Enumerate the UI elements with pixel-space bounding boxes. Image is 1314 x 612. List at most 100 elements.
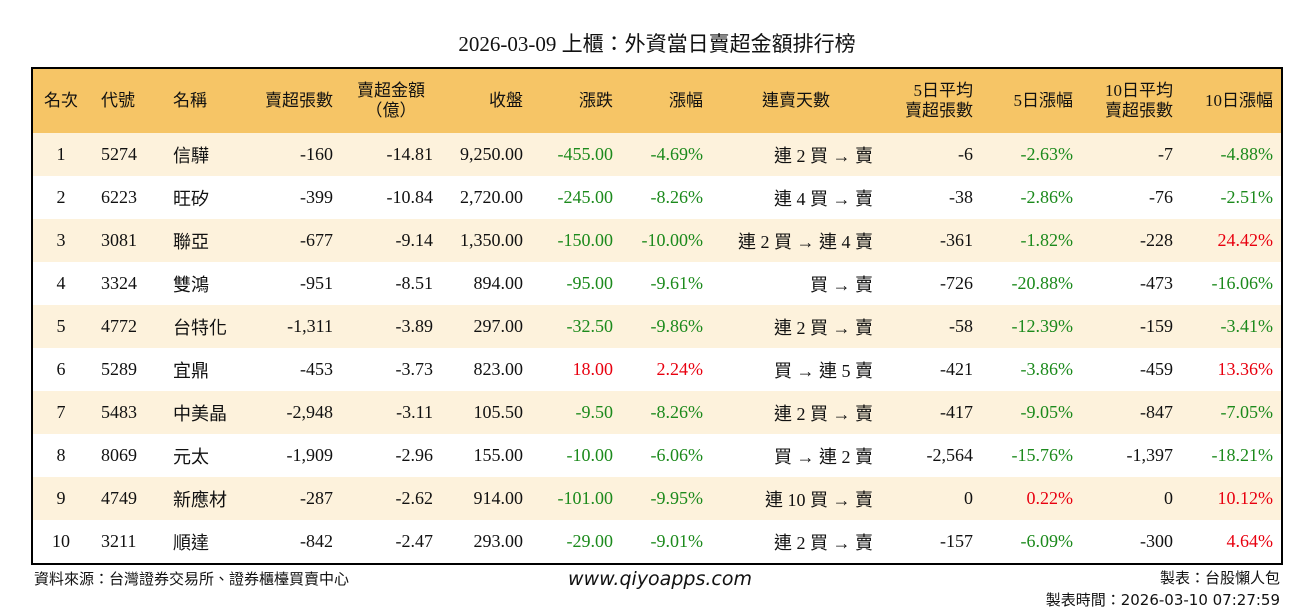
table-cell: 9 bbox=[32, 477, 89, 520]
table-cell: -1,397 bbox=[1126, 445, 1174, 465]
table-cell: -417 bbox=[881, 391, 981, 434]
table-cell: 連 2 買 → 連 4 賣 bbox=[711, 219, 881, 262]
table-cell: 聯亞 bbox=[161, 219, 241, 262]
table-cell: -9.01% bbox=[650, 531, 704, 551]
table-cell: -421 bbox=[940, 359, 973, 379]
table-cell: -1,909 bbox=[286, 445, 334, 465]
table-cell: -3.86% bbox=[1020, 359, 1074, 379]
table-cell: -15.76% bbox=[1011, 445, 1074, 465]
header-cell: 收盤 bbox=[441, 68, 531, 133]
table-cell: 新應材 bbox=[161, 477, 241, 520]
table-cell: 買 → 連 2 賣 bbox=[774, 446, 873, 467]
header-cell: 漲幅 bbox=[621, 68, 711, 133]
table-cell: -300 bbox=[1140, 531, 1173, 551]
table-cell: -16.06% bbox=[1211, 273, 1274, 293]
table-cell: 9,250.00 bbox=[441, 133, 531, 176]
table-cell: -455.00 bbox=[531, 133, 621, 176]
table-cell: -3.73 bbox=[395, 359, 434, 379]
header-cell: 10日平均 賣超張數 bbox=[1081, 68, 1181, 133]
table-cell: -160 bbox=[241, 133, 341, 176]
table-cell: -6.06% bbox=[650, 445, 704, 465]
table-cell: -4.69% bbox=[621, 133, 711, 176]
header-cell: 名次 bbox=[32, 68, 89, 133]
table-cell: -95.00 bbox=[566, 273, 614, 293]
table-cell: 4749 bbox=[89, 477, 161, 520]
table-cell: -8.26% bbox=[650, 187, 704, 207]
table-cell: -6 bbox=[881, 133, 981, 176]
table-cell: -473 bbox=[1140, 273, 1173, 293]
table-cell: -9.05% bbox=[981, 391, 1081, 434]
table-cell: -951 bbox=[300, 273, 333, 293]
timestamp: 製表時間：2026-03-10 07:27:59 bbox=[1045, 591, 1280, 609]
table-cell: -245.00 bbox=[557, 187, 614, 207]
table-cell: -7.05% bbox=[1181, 391, 1282, 434]
table-cell: 連 10 買 → 賣 bbox=[711, 477, 881, 520]
table-cell: 293.00 bbox=[473, 531, 524, 551]
table-cell: 4772 bbox=[89, 305, 161, 348]
table-cell: -10.00% bbox=[621, 219, 711, 262]
table-cell: -3.11 bbox=[341, 391, 441, 434]
table-cell: 0 bbox=[1081, 477, 1181, 520]
author: 製表：台股懶人包 bbox=[1159, 569, 1280, 587]
table-cell: -150.00 bbox=[531, 219, 621, 262]
table-row: 9 4749 新應材 -287 -2.62 914.00 -101.00 -9.95% 連 10… bbox=[32, 477, 1282, 520]
table-cell: -20.88% bbox=[1011, 273, 1074, 293]
table-cell: -453 bbox=[300, 359, 333, 379]
table-cell: -157 bbox=[940, 531, 973, 551]
table-row: 7 5483 中美晶 -2,948 -3.11 105.50 -9.50 -8.26% 連 2 … bbox=[32, 391, 1282, 434]
table-cell: -9.50 bbox=[531, 391, 621, 434]
table-cell: 4.64% bbox=[1226, 531, 1274, 551]
table-cell: -9.95% bbox=[621, 477, 711, 520]
table-cell: 5483 bbox=[89, 391, 161, 434]
table-cell: 雙鴻 bbox=[173, 274, 209, 295]
table-cell: -9.86% bbox=[621, 305, 711, 348]
header-cell: 名稱 bbox=[161, 68, 241, 133]
table-cell: 1,350.00 bbox=[441, 219, 531, 262]
table-cell: -38 bbox=[949, 187, 973, 207]
table-cell: -677 bbox=[241, 219, 341, 262]
table-cell: 連 2 買 → 賣 bbox=[711, 133, 881, 176]
table-cell: -2.86% bbox=[1020, 187, 1074, 207]
table-cell: -2.47 bbox=[395, 531, 434, 551]
table-cell: 買 → 連 5 賣 bbox=[774, 360, 873, 381]
table-cell: 1 bbox=[32, 133, 89, 176]
table-cell: -2.96 bbox=[395, 445, 434, 465]
table-cell: -12.39% bbox=[981, 305, 1081, 348]
table-cell: 3 bbox=[32, 219, 89, 262]
table-cell: 10 bbox=[52, 531, 70, 551]
table-cell: 宜鼎 bbox=[173, 360, 209, 381]
table-cell: 台特化 bbox=[161, 305, 241, 348]
table-cell: -228 bbox=[1081, 219, 1181, 262]
table-cell: 2.24% bbox=[656, 359, 704, 379]
table-cell: 24.42% bbox=[1181, 219, 1282, 262]
table-row: 8 8069 元太 -1,909 -2.96 155.00 -10.00 -6.06% 買 → … bbox=[32, 434, 1282, 477]
table-row: 2 6223 旺矽 -399 -10.84 2,720.00 -245.00 -8.26% 連 … bbox=[32, 176, 1282, 219]
table-cell: 105.50 bbox=[441, 391, 531, 434]
table-cell: 買 → 賣 bbox=[810, 274, 873, 295]
table-cell: 2,720.00 bbox=[460, 187, 523, 207]
header-cell: 連賣天數 bbox=[711, 68, 881, 133]
table-cell: 5274 bbox=[89, 133, 161, 176]
table-cell: -287 bbox=[241, 477, 341, 520]
table-cell: 914.00 bbox=[441, 477, 531, 520]
table-cell: -2,564 bbox=[926, 445, 974, 465]
table-cell: 信驊 bbox=[161, 133, 241, 176]
table-cell: 3081 bbox=[89, 219, 161, 262]
table-cell: -399 bbox=[300, 187, 333, 207]
table-cell: 5289 bbox=[101, 359, 137, 379]
table-cell: -9.61% bbox=[650, 273, 704, 293]
table-cell: -101.00 bbox=[531, 477, 621, 520]
table-cell: 0.22% bbox=[981, 477, 1081, 520]
header-cell: 10日漲幅 bbox=[1181, 68, 1282, 133]
header-cell: 賣超金額 （億） bbox=[341, 68, 441, 133]
table-cell: -1.82% bbox=[981, 219, 1081, 262]
table-cell: 823.00 bbox=[473, 359, 524, 379]
table-cell: 4 bbox=[56, 273, 66, 293]
table-cell: 旺矽 bbox=[173, 188, 209, 209]
table-cell: -10.00 bbox=[566, 445, 614, 465]
website: www.qiyoapps.com bbox=[568, 568, 752, 590]
table-cell: -2.63% bbox=[981, 133, 1081, 176]
table-cell: -29.00 bbox=[566, 531, 614, 551]
title: 2026-03-09 上櫃：外資當日賣超金額排行榜 bbox=[458, 32, 856, 56]
table-cell: 8 bbox=[56, 445, 66, 465]
